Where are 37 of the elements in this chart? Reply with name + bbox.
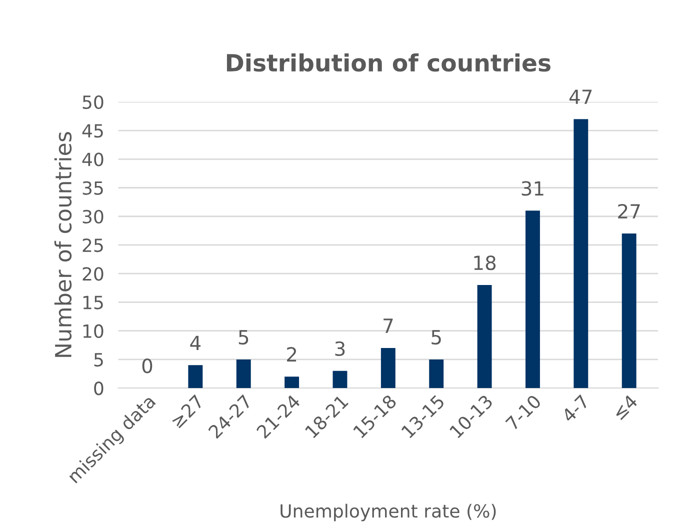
bar [284, 376, 300, 388]
bar [332, 370, 348, 388]
y-tick-label: 20 [82, 267, 104, 281]
data-label: 5 [432, 330, 441, 345]
x-tick-label: ≤4 [612, 394, 638, 420]
bar [236, 359, 251, 388]
y-tick-label: 0 [94, 382, 104, 396]
x-tick-label: 4-7 [561, 394, 590, 423]
bar [574, 119, 588, 388]
y-tick-label: 5 [94, 353, 103, 367]
y-tick-label: 10 [83, 324, 104, 338]
data-label: 31 [522, 181, 544, 196]
data-label: 2 [287, 347, 296, 362]
chart-title: Distribution of countries [226, 53, 550, 72]
x-axis-title: Unemployment rate (%) [280, 504, 496, 522]
y-tick-label: 30 [82, 210, 104, 224]
data-label: 3 [335, 341, 345, 356]
y-tick-label: 35 [82, 181, 103, 195]
y-axis-title: Number of countries [54, 132, 72, 357]
y-tick-label: 15 [83, 296, 103, 310]
data-label: 5 [238, 330, 248, 345]
data-label: 4 [190, 336, 201, 350]
y-tick-label: 25 [82, 238, 103, 252]
bar [526, 210, 540, 388]
bar [380, 348, 396, 388]
data-label: 7 [384, 318, 393, 333]
y-tick-label: 40 [82, 152, 104, 166]
bar [477, 285, 492, 388]
data-label: 0 [142, 358, 152, 374]
bar [622, 234, 636, 388]
bar [429, 359, 444, 388]
y-tick-label: 50 [82, 95, 104, 110]
bar [188, 365, 203, 388]
data-label: 47 [569, 90, 592, 104]
data-label: 18 [474, 255, 496, 270]
y-tick-label: 45 [82, 124, 103, 138]
data-label: 27 [618, 204, 640, 218]
